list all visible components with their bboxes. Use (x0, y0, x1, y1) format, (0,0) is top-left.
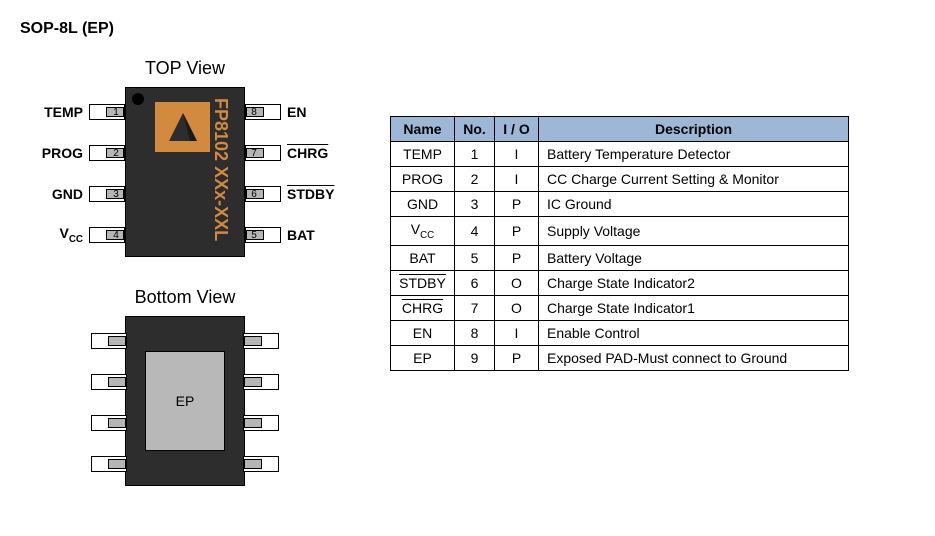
cell-desc: Battery Voltage (539, 245, 849, 270)
bottom-lead (243, 415, 279, 431)
cell-no: 1 (455, 142, 495, 167)
pin-number: 4 (109, 230, 123, 241)
bottom-view-diagram: EP (20, 316, 350, 486)
pin-1: TEMP 1 (35, 99, 125, 125)
pin-label: TEMP (35, 104, 89, 120)
exposed-pad: EP (145, 351, 225, 451)
pin-label: STDBY (281, 186, 335, 202)
cell-name: VCC (391, 217, 455, 246)
th-name: Name (391, 117, 455, 142)
cell-no: 5 (455, 245, 495, 270)
pin-label: BAT (281, 227, 335, 243)
cell-desc: Battery Temperature Detector (539, 142, 849, 167)
pin-label: VCC (35, 225, 89, 245)
table-row: EP9PExposed PAD-Must connect to Ground (391, 345, 849, 370)
bottom-lead (243, 456, 279, 472)
cell-desc: Enable Control (539, 320, 849, 345)
cell-io: O (495, 270, 539, 295)
date-code-text: XXx-XXL (211, 166, 231, 241)
th-io: I / O (495, 117, 539, 142)
top-view-diagram: FP8102 XXx-XXL TEMP 1 PROG 2 GND 3 VCC 4 EN 8 CHRG… (20, 87, 350, 257)
cell-no: 2 (455, 167, 495, 192)
pin1-indicator (132, 93, 144, 105)
cell-io: O (495, 295, 539, 320)
pin-label: EN (281, 104, 335, 120)
pin-number: 2 (109, 148, 123, 159)
cell-io: I (495, 167, 539, 192)
cell-name: CHRG (391, 295, 455, 320)
cell-name: STDBY (391, 270, 455, 295)
cell-desc: Charge State Indicator1 (539, 295, 849, 320)
pin-4: VCC 4 (35, 222, 125, 248)
bottom-lead (243, 374, 279, 390)
cell-desc: Charge State Indicator2 (539, 270, 849, 295)
cell-io: P (495, 345, 539, 370)
cell-name: BAT (391, 245, 455, 270)
th-no: No. (455, 117, 495, 142)
table-row: PROG2ICC Charge Current Setting & Monito… (391, 167, 849, 192)
cell-no: 6 (455, 270, 495, 295)
cell-io: P (495, 192, 539, 217)
cell-io: I (495, 142, 539, 167)
cell-desc: Exposed PAD-Must connect to Ground (539, 345, 849, 370)
bottom-view-label: Bottom View (20, 287, 350, 308)
cell-desc: CC Charge Current Setting & Monitor (539, 167, 849, 192)
chip-logo (155, 102, 210, 152)
bottom-lead (91, 415, 127, 431)
bottom-lead (91, 456, 127, 472)
cell-no: 3 (455, 192, 495, 217)
cell-name: EN (391, 320, 455, 345)
pin-label: CHRG (281, 145, 335, 161)
top-view-label: TOP View (20, 58, 350, 79)
table-column: Name No. I / O Description TEMP1IBattery… (390, 58, 849, 516)
pin-number: 8 (247, 107, 261, 118)
cell-desc: Supply Voltage (539, 217, 849, 246)
cell-io: P (495, 245, 539, 270)
pin-8: EN 8 (245, 99, 335, 125)
table-row: VCC4PSupply Voltage (391, 217, 849, 246)
pin-number: 5 (247, 230, 261, 241)
cell-name: TEMP (391, 142, 455, 167)
th-desc: Description (539, 117, 849, 142)
cell-no: 9 (455, 345, 495, 370)
cell-no: 4 (455, 217, 495, 246)
diagrams-column: TOP View FP8102 XXx-XXL TEMP 1 PROG 2 GND 3 VC… (20, 58, 350, 516)
pin-5: BAT 5 (245, 222, 335, 248)
pin-3: GND 3 (35, 181, 125, 207)
cell-io: I (495, 320, 539, 345)
pin-6: STDBY 6 (245, 181, 335, 207)
package-title: SOP-8L (EP) (20, 20, 915, 38)
cell-no: 7 (455, 295, 495, 320)
pin-number: 3 (109, 189, 123, 200)
pin-label: PROG (35, 145, 89, 161)
pin-7: CHRG 7 (245, 140, 335, 166)
bottom-lead (243, 333, 279, 349)
main-container: TOP View FP8102 XXx-XXL TEMP1PROG2GND3VC… (20, 58, 915, 516)
cell-no: 8 (455, 320, 495, 345)
table-header-row: Name No. I / O Description (391, 117, 849, 142)
table-row: STDBY6OCharge State Indicator2 (391, 270, 849, 295)
table-row: CHRG7OCharge State Indicator1 (391, 295, 849, 320)
table-row: GND3PIC Ground (391, 192, 849, 217)
pin-2: PROG 2 (35, 140, 125, 166)
part-number-text: FP8102 (211, 98, 231, 161)
table-row: EN8IEnable Control (391, 320, 849, 345)
pin-label: GND (35, 186, 89, 202)
pin-number: 7 (247, 148, 261, 159)
bottom-lead (91, 374, 127, 390)
bottom-lead (91, 333, 127, 349)
table-row: TEMP1IBattery Temperature Detector (391, 142, 849, 167)
cell-name: EP (391, 345, 455, 370)
cell-name: PROG (391, 167, 455, 192)
pin-number: 6 (247, 189, 261, 200)
cell-name: GND (391, 192, 455, 217)
table-row: BAT5PBattery Voltage (391, 245, 849, 270)
pin-number: 1 (109, 107, 123, 118)
pin-description-table: Name No. I / O Description TEMP1IBattery… (390, 116, 849, 371)
cell-io: P (495, 217, 539, 246)
cell-desc: IC Ground (539, 192, 849, 217)
chip-marking: FP8102 XXx-XXL (210, 98, 231, 241)
